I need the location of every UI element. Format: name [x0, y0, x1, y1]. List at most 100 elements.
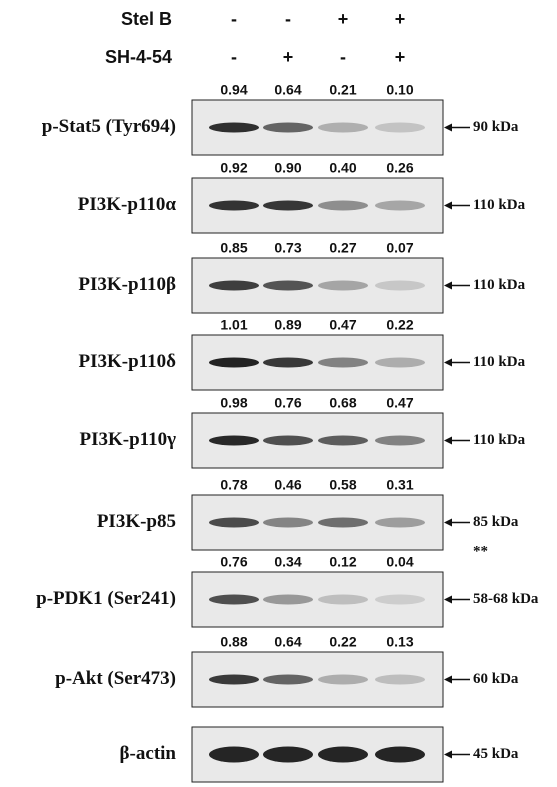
size-label: 110 kDa [473, 197, 526, 213]
density-value: 0.21 [329, 82, 356, 98]
band [318, 123, 368, 133]
band [209, 123, 259, 133]
band [375, 123, 425, 133]
density-value: 0.22 [329, 634, 356, 650]
band [263, 747, 313, 763]
band [318, 518, 368, 528]
density-value: 0.04 [386, 554, 413, 570]
treatment-sign: + [395, 47, 406, 67]
protein-label: p-PDK1 (Ser241) [36, 588, 176, 609]
protein-label: p-Akt (Ser473) [55, 668, 176, 689]
treatment-sign: - [285, 9, 291, 29]
density-value: 0.92 [220, 160, 247, 176]
density-value: 0.34 [274, 554, 301, 570]
treatment-sign: + [283, 47, 294, 67]
band [209, 675, 259, 685]
arrow-head [444, 282, 452, 290]
band [375, 201, 425, 211]
band [318, 281, 368, 291]
density-value: 0.07 [386, 240, 413, 256]
density-value: 0.94 [220, 82, 247, 98]
band [263, 436, 313, 446]
density-value: 0.47 [329, 317, 356, 333]
size-label: 60 kDa [473, 671, 519, 687]
density-value: 0.58 [329, 477, 356, 493]
density-value: 0.47 [386, 395, 413, 411]
band [209, 281, 259, 291]
size-label: 58-68 kDa [473, 591, 539, 607]
density-value: 1.01 [220, 317, 247, 333]
band [209, 201, 259, 211]
density-value: 0.78 [220, 477, 247, 493]
arrow-head [444, 676, 452, 684]
band [375, 675, 425, 685]
protein-label: β-actin [120, 743, 177, 764]
protein-label: PI3K-p110α [78, 194, 177, 215]
density-value: 0.31 [386, 477, 413, 493]
treatment-label: Stel B [121, 9, 172, 29]
treatment-sign: - [340, 47, 346, 67]
band [263, 358, 313, 368]
band [318, 675, 368, 685]
arrow-head [444, 596, 452, 604]
protein-label: PI3K-p85 [97, 511, 176, 532]
density-value: 0.76 [220, 554, 247, 570]
size-label: 45 kDa [473, 746, 519, 762]
size-label: 110 kDa [473, 432, 526, 448]
size-label: 110 kDa [473, 277, 526, 293]
treatment-sign: + [338, 9, 349, 29]
treatment-sign: + [395, 9, 406, 29]
band [209, 358, 259, 368]
band [375, 595, 425, 605]
arrow-head [444, 437, 452, 445]
density-value: 0.68 [329, 395, 356, 411]
density-value: 0.76 [274, 395, 301, 411]
arrow-head [444, 519, 452, 527]
band [318, 436, 368, 446]
density-value: 0.13 [386, 634, 413, 650]
density-value: 0.12 [329, 554, 356, 570]
density-value: 0.10 [386, 82, 413, 98]
band [375, 436, 425, 446]
density-value: 0.64 [274, 82, 301, 98]
size-label: 85 kDa [473, 514, 519, 530]
density-value: 0.64 [274, 634, 301, 650]
treatment-label: SH-4-54 [105, 47, 172, 67]
band [375, 281, 425, 291]
band [318, 201, 368, 211]
protein-label: PI3K-p110δ [79, 351, 177, 372]
density-value: 0.88 [220, 634, 247, 650]
band [209, 436, 259, 446]
density-value: 0.73 [274, 240, 301, 256]
band [375, 358, 425, 368]
arrow-head [444, 751, 452, 759]
western-blot-figure: Stel B--++SH-4-54-+-+0.940.640.210.10p-S… [0, 0, 557, 787]
density-value: 0.46 [274, 477, 301, 493]
band [209, 518, 259, 528]
density-value: 0.89 [274, 317, 301, 333]
band [318, 358, 368, 368]
arrow-head [444, 202, 452, 210]
density-value: 0.98 [220, 395, 247, 411]
density-value: 0.90 [274, 160, 301, 176]
size-label: 110 kDa [473, 354, 526, 370]
treatment-sign: - [231, 9, 237, 29]
arrow-head [444, 359, 452, 367]
band [263, 595, 313, 605]
arrow-head [444, 124, 452, 132]
density-value: 0.27 [329, 240, 356, 256]
band [209, 747, 259, 763]
band [209, 595, 259, 605]
density-value: 0.26 [386, 160, 413, 176]
band [263, 201, 313, 211]
density-value: 0.85 [220, 240, 247, 256]
band [263, 518, 313, 528]
density-value: 0.22 [386, 317, 413, 333]
band [318, 747, 368, 763]
protein-label: PI3K-p110γ [79, 429, 176, 450]
treatment-sign: - [231, 47, 237, 67]
band [263, 281, 313, 291]
band [375, 518, 425, 528]
band [375, 747, 425, 763]
band [318, 595, 368, 605]
